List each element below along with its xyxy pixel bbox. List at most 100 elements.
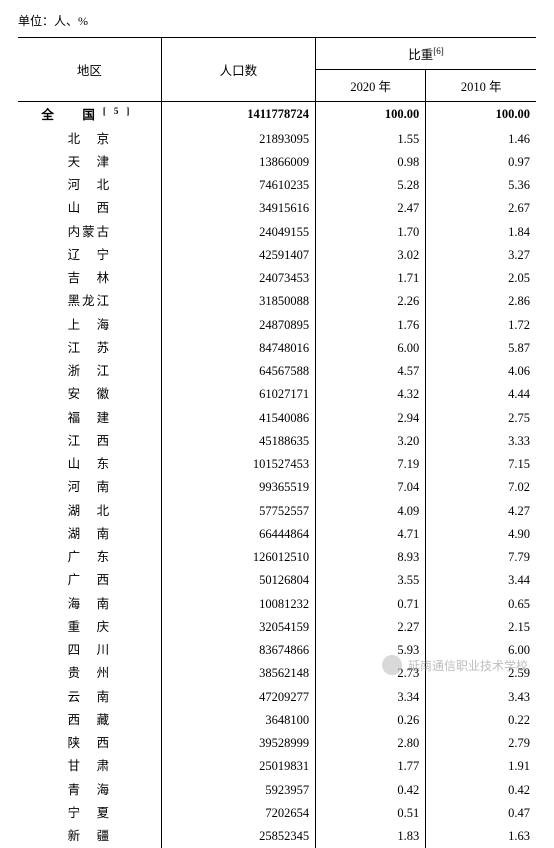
cell-region: 内蒙古 bbox=[18, 220, 161, 243]
table-row: 辽 宁425914073.023.27 bbox=[18, 244, 536, 267]
cell-region: 广 西 bbox=[18, 569, 161, 592]
cell-pct-2020: 1.83 bbox=[316, 825, 426, 848]
cell-pct-2020: 1.70 bbox=[316, 220, 426, 243]
cell-pct-2020: 3.34 bbox=[316, 685, 426, 708]
cell-pct-2010: 7.02 bbox=[426, 476, 536, 499]
cell-pct-2010: 1.84 bbox=[426, 220, 536, 243]
cell-pct-2010: 2.75 bbox=[426, 406, 536, 429]
cell-region: 上 海 bbox=[18, 313, 161, 336]
cell-region: 四 川 bbox=[18, 639, 161, 662]
table-row: 青 海59239570.420.42 bbox=[18, 778, 536, 801]
cell-pct-2020: 1.77 bbox=[316, 755, 426, 778]
table-row: 陕 西395289992.802.79 bbox=[18, 732, 536, 755]
cell-pct-2020: 0.42 bbox=[316, 778, 426, 801]
cell-pct-2020: 0.98 bbox=[316, 151, 426, 174]
cell-region: 海 南 bbox=[18, 592, 161, 615]
cell-pct-2020: 8.93 bbox=[316, 546, 426, 569]
cell-region: 青 海 bbox=[18, 778, 161, 801]
watermark: 延南通信职业技术学校 bbox=[382, 655, 528, 675]
proportion-sup: [6] bbox=[433, 46, 444, 56]
cell-pct-2020: 3.20 bbox=[316, 430, 426, 453]
col-proportion: 比重[6] bbox=[316, 38, 536, 70]
table-row: 广 西501268043.553.44 bbox=[18, 569, 536, 592]
cell-pct-2010: 0.97 bbox=[426, 151, 536, 174]
cell-pct-2020: 1.76 bbox=[316, 313, 426, 336]
cell-population: 84748016 bbox=[161, 337, 315, 360]
cell-region: 北 京 bbox=[18, 127, 161, 150]
cell-region: 江 苏 bbox=[18, 337, 161, 360]
population-table: 地区 人口数 比重[6] 2020 年 2010 年 全 国[5] 141177… bbox=[18, 37, 536, 848]
cell-population: 45188635 bbox=[161, 430, 315, 453]
cell-pct-2010: 0.47 bbox=[426, 802, 536, 825]
cell-population: 24049155 bbox=[161, 220, 315, 243]
cell-population: 83674866 bbox=[161, 639, 315, 662]
cell-region: 山 西 bbox=[18, 197, 161, 220]
cell-pct-2010: 2.67 bbox=[426, 197, 536, 220]
cell-pct-2020: 4.32 bbox=[316, 383, 426, 406]
cell-population: 25019831 bbox=[161, 755, 315, 778]
total-pct-2010: 100.00 bbox=[426, 102, 536, 128]
cell-pct-2010: 3.44 bbox=[426, 569, 536, 592]
cell-region: 江 西 bbox=[18, 430, 161, 453]
cell-population: 42591407 bbox=[161, 244, 315, 267]
cell-pct-2020: 1.55 bbox=[316, 127, 426, 150]
cell-region: 新 疆 bbox=[18, 825, 161, 848]
cell-region: 山 东 bbox=[18, 453, 161, 476]
watermark-text: 延南通信职业技术学校 bbox=[408, 657, 528, 674]
cell-population: 38562148 bbox=[161, 662, 315, 685]
cell-population: 66444864 bbox=[161, 523, 315, 546]
cell-pct-2020: 4.71 bbox=[316, 523, 426, 546]
cell-region: 河 南 bbox=[18, 476, 161, 499]
table-row: 山 东1015274537.197.15 bbox=[18, 453, 536, 476]
table-row: 湖 北577525574.094.27 bbox=[18, 499, 536, 522]
cell-pct-2020: 0.26 bbox=[316, 709, 426, 732]
cell-pct-2020: 7.04 bbox=[316, 476, 426, 499]
cell-region: 广 东 bbox=[18, 546, 161, 569]
table-row: 福 建415400862.942.75 bbox=[18, 406, 536, 429]
table-row: 云 南472092773.343.43 bbox=[18, 685, 536, 708]
cell-pct-2010: 0.22 bbox=[426, 709, 536, 732]
cell-region: 吉 林 bbox=[18, 267, 161, 290]
cell-population: 21893095 bbox=[161, 127, 315, 150]
cell-population: 10081232 bbox=[161, 592, 315, 615]
cell-population: 24073453 bbox=[161, 267, 315, 290]
cell-pct-2010: 1.91 bbox=[426, 755, 536, 778]
cell-region: 河 北 bbox=[18, 174, 161, 197]
cell-pct-2020: 6.00 bbox=[316, 337, 426, 360]
cell-population: 13866009 bbox=[161, 151, 315, 174]
cell-pct-2020: 1.71 bbox=[316, 267, 426, 290]
cell-pct-2020: 0.51 bbox=[316, 802, 426, 825]
cell-population: 39528999 bbox=[161, 732, 315, 755]
cell-pct-2010: 3.27 bbox=[426, 244, 536, 267]
table-row: 上 海248708951.761.72 bbox=[18, 313, 536, 336]
watermark-logo-icon bbox=[382, 655, 402, 675]
cell-pct-2010: 1.72 bbox=[426, 313, 536, 336]
table-row: 北 京218930951.551.46 bbox=[18, 127, 536, 150]
cell-region: 重 庆 bbox=[18, 616, 161, 639]
cell-population: 74610235 bbox=[161, 174, 315, 197]
col-2010: 2010 年 bbox=[426, 70, 536, 102]
table-row: 西 藏36481000.260.22 bbox=[18, 709, 536, 732]
cell-population: 101527453 bbox=[161, 453, 315, 476]
cell-population: 50126804 bbox=[161, 569, 315, 592]
col-2020: 2020 年 bbox=[316, 70, 426, 102]
cell-population: 99365519 bbox=[161, 476, 315, 499]
cell-region: 天 津 bbox=[18, 151, 161, 174]
cell-region: 浙 江 bbox=[18, 360, 161, 383]
cell-region: 湖 北 bbox=[18, 499, 161, 522]
table-row: 宁 夏72026540.510.47 bbox=[18, 802, 536, 825]
cell-pct-2010: 4.44 bbox=[426, 383, 536, 406]
cell-region: 湖 南 bbox=[18, 523, 161, 546]
cell-pct-2010: 1.46 bbox=[426, 127, 536, 150]
cell-population: 57752557 bbox=[161, 499, 315, 522]
cell-region: 福 建 bbox=[18, 406, 161, 429]
cell-region: 安 徽 bbox=[18, 383, 161, 406]
cell-pct-2020: 2.27 bbox=[316, 616, 426, 639]
cell-pct-2010: 3.33 bbox=[426, 430, 536, 453]
cell-region: 甘 肃 bbox=[18, 755, 161, 778]
table-row: 广 东1260125108.937.79 bbox=[18, 546, 536, 569]
table-row: 海 南100812320.710.65 bbox=[18, 592, 536, 615]
total-population: 1411778724 bbox=[161, 102, 315, 128]
cell-pct-2020: 3.02 bbox=[316, 244, 426, 267]
total-pct-2020: 100.00 bbox=[316, 102, 426, 128]
